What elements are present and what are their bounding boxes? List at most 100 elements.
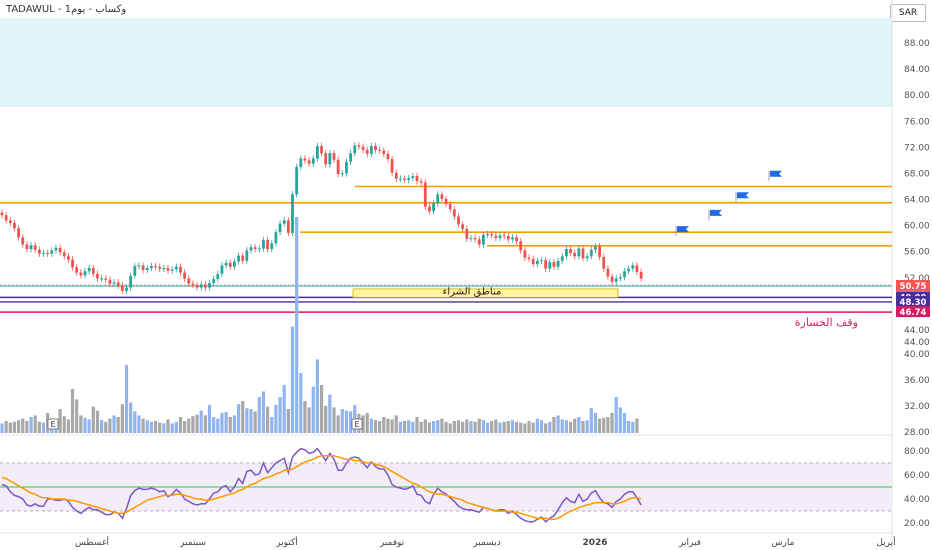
- y-tick-label: 72.00: [904, 143, 930, 153]
- candle-body: [374, 146, 377, 150]
- flag-icon: [770, 170, 782, 177]
- volume-bar: [340, 409, 344, 433]
- candle-body: [179, 266, 182, 273]
- candle-body: [548, 262, 552, 269]
- candle-body: [386, 153, 390, 160]
- candle-body: [556, 260, 560, 267]
- volume-bar: [490, 421, 494, 433]
- volume-bar: [349, 411, 353, 433]
- volume-tick-label: 28.00: [904, 428, 930, 438]
- volume-bar: [564, 420, 568, 433]
- volume-bar: [390, 419, 394, 433]
- volume-bar: [257, 397, 261, 433]
- volume-bar: [614, 397, 618, 433]
- volume-bar: [432, 421, 436, 433]
- volume-bar: [278, 397, 282, 433]
- volume-bar: [373, 420, 378, 433]
- volume-bar: [87, 419, 91, 433]
- candle-body: [585, 256, 589, 259]
- buy-zone-label: مناطق الشراء: [443, 286, 502, 297]
- volume-bar: [581, 421, 585, 433]
- candle-body: [266, 239, 269, 250]
- volume-bar: [324, 405, 328, 433]
- volume-bar: [539, 420, 544, 433]
- candle-body: [506, 236, 510, 240]
- candle-body: [477, 239, 481, 245]
- volume-bar: [328, 394, 332, 433]
- candle-body: [473, 238, 477, 240]
- x-tick-label: 2026: [582, 538, 607, 548]
- candle-body: [535, 260, 539, 265]
- candle-body: [502, 235, 506, 237]
- candle-body: [224, 262, 228, 266]
- volume-bar: [336, 415, 340, 433]
- candle-body: [154, 266, 157, 268]
- candle-body: [415, 176, 419, 182]
- earnings-marker-label: E: [354, 420, 359, 429]
- price-label: 46.74: [900, 308, 927, 318]
- candle-body: [577, 248, 581, 257]
- x-tick-label: أبريل: [876, 536, 895, 548]
- volume-bar: [178, 417, 183, 433]
- volume-bar: [249, 409, 253, 433]
- volume-bar: [70, 389, 75, 433]
- volume-bar: [228, 417, 232, 433]
- candle-body: [141, 265, 145, 270]
- volume-bar: [183, 421, 187, 433]
- volume-bar: [544, 423, 548, 433]
- candle-body: [228, 262, 232, 267]
- candle-body: [274, 232, 278, 244]
- volume-bar: [440, 418, 444, 433]
- volume-bar: [299, 373, 303, 433]
- volume-bar: [290, 326, 295, 433]
- volume-bar: [8, 422, 12, 433]
- candle-body: [490, 234, 494, 236]
- volume-bar: [307, 407, 311, 433]
- candle-body: [618, 277, 622, 279]
- flag-icon: [710, 209, 722, 216]
- candle-body: [635, 265, 639, 272]
- volume-bar: [170, 423, 174, 433]
- candle-body: [552, 262, 556, 267]
- volume-bar: [519, 422, 523, 433]
- volume-bar: [232, 415, 236, 433]
- volume-bar: [456, 420, 461, 433]
- candle-body: [316, 146, 319, 159]
- x-tick-label: مارس: [772, 538, 795, 548]
- volume-bar: [137, 415, 141, 433]
- candle-body: [96, 273, 99, 279]
- volume-bar: [66, 419, 70, 433]
- volume-bar: [266, 406, 270, 433]
- candle-body: [291, 194, 294, 233]
- rsi-tick-label: 60.00: [904, 471, 930, 481]
- volume-bar: [153, 421, 158, 433]
- candle-body: [199, 284, 203, 288]
- volume-bar: [494, 419, 498, 433]
- volume-bar: [498, 422, 502, 433]
- price-label-box: [896, 279, 930, 291]
- volume-bar: [116, 417, 120, 433]
- candle-body: [295, 166, 299, 195]
- volume-tick-label: 32.00: [904, 402, 930, 412]
- volume-bar: [216, 418, 220, 433]
- candle-body: [432, 203, 435, 212]
- volume-bar: [274, 405, 278, 433]
- volume-bar: [444, 421, 448, 433]
- rsi-tick-label: 40.00: [904, 495, 930, 505]
- volume-bar: [448, 423, 452, 433]
- currency-button[interactable]: SAR: [890, 4, 926, 22]
- y-tick-label: 64.00: [904, 196, 930, 206]
- candle-body: [282, 220, 286, 224]
- volume-bar: [199, 410, 203, 433]
- volume-bar: [465, 419, 469, 433]
- candle-body: [129, 275, 133, 288]
- candle-body: [365, 149, 369, 154]
- x-tick-label: فبراير: [678, 538, 701, 548]
- volume-bar: [236, 404, 241, 433]
- volume-bar: [62, 416, 66, 433]
- volume-bar: [91, 406, 95, 433]
- volume-bar: [162, 423, 166, 433]
- candle-body: [0, 212, 4, 216]
- volume-bar: [510, 420, 515, 433]
